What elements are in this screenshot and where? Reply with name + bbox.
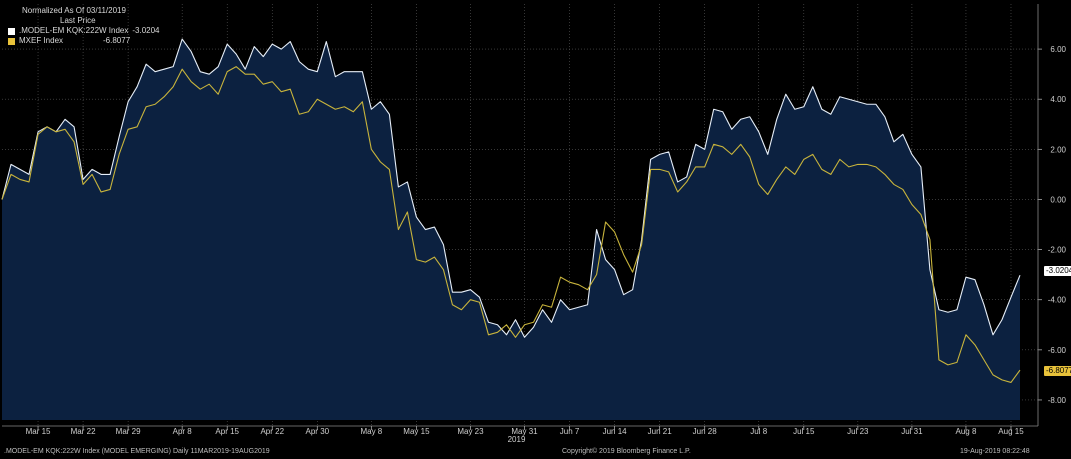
series-area-model-em <box>2 39 1020 420</box>
x-tick-label: Aug 15 <box>998 427 1024 436</box>
y-tick-label: 6.00 <box>1050 45 1066 54</box>
footer-copyright: Copyright© 2019 Bloomberg Finance L.P. <box>562 448 691 455</box>
x-tick-label: Jun 7 <box>560 427 580 436</box>
x-tick-label: Mar 15 <box>26 427 51 436</box>
y-tick-label: 4.00 <box>1050 95 1066 104</box>
footer-index-description: .MODEL-EM KQK:222W Index (MODEL EMERGING… <box>4 448 270 455</box>
legend-swatch-white <box>8 27 15 35</box>
y-tick-label: 0.00 <box>1050 195 1066 204</box>
last-value-tag-mxef: -6.8077 <box>1044 366 1071 376</box>
x-tick-label: Aug 8 <box>955 427 976 436</box>
x-tick-label: May 23 <box>457 427 484 436</box>
legend-swatch-yellow <box>8 37 15 45</box>
x-tick-label: Jul 8 <box>750 427 767 436</box>
last-value-tag-model-em: -3.0204 <box>1044 266 1071 276</box>
legend-value-mxef: -6.8077 <box>103 36 131 45</box>
x-tick-label: Jul 31 <box>901 427 923 436</box>
legend-header-last-price: Last Price <box>60 16 96 25</box>
x-year-label: 2019 <box>508 435 526 444</box>
y-tick-label: -4.00 <box>1048 296 1067 305</box>
y-tick-label: -2.00 <box>1048 246 1067 255</box>
legend-label-mxef: MXEF Index <box>19 36 64 45</box>
x-tick-label: Jul 23 <box>847 427 869 436</box>
x-tick-label: May 8 <box>360 427 382 436</box>
x-tick-label: May 15 <box>403 427 430 436</box>
x-tick-label: Jul 15 <box>793 427 815 436</box>
legend-label-model-em: .MODEL-EM KQK:222W Index <box>19 26 129 35</box>
x-tick-label: Jun 14 <box>603 427 628 436</box>
x-tick-label: Jun 28 <box>693 427 718 436</box>
legend-item-model-em: .MODEL-EM KQK:222W Index -3.0204 <box>8 26 160 36</box>
legend-item-mxef: MXEF Index -6.8077 <box>8 36 160 46</box>
chart-legend: Normalized As Of 03/11/2019 Last Price .… <box>8 6 160 46</box>
x-tick-label: Mar 29 <box>116 427 141 436</box>
x-tick-label: Apr 15 <box>215 427 239 436</box>
y-tick-label: -6.00 <box>1048 346 1067 355</box>
x-tick-label: Apr 8 <box>173 427 193 436</box>
x-tick-label: Jun 21 <box>648 427 673 436</box>
legend-value-model-em: -3.0204 <box>132 26 160 35</box>
series-line-mxef <box>1 66 1021 383</box>
y-tick-label: 2.00 <box>1050 145 1066 154</box>
legend-header-normalized: Normalized As Of 03/11/2019 <box>22 6 126 15</box>
x-tick-label: Apr 30 <box>306 427 330 436</box>
footer-timestamp: 19-Aug-2019 08:22:48 <box>960 448 1030 455</box>
x-tick-label: Apr 22 <box>260 427 284 436</box>
x-tick-label: May 31 <box>511 427 538 436</box>
series-line-model-em <box>1 38 1021 338</box>
y-tick-label: -8.00 <box>1048 396 1067 405</box>
x-tick-label: Mar 22 <box>71 427 96 436</box>
